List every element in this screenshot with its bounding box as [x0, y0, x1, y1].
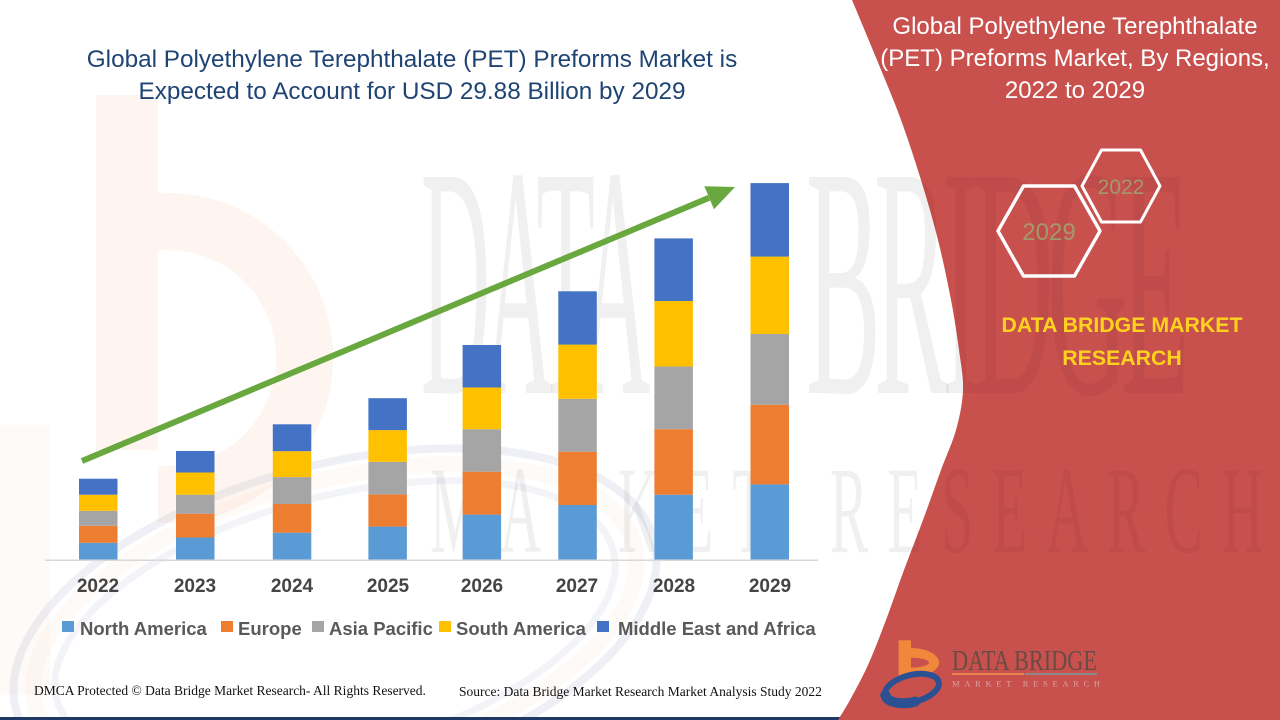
svg-text:DATA: DATA [421, 100, 650, 465]
svg-text:MARKET RESEARCH: MARKET RESEARCH [952, 679, 1105, 689]
svg-text:DATA BRIDGE: DATA BRIDGE [952, 645, 1097, 677]
svg-text:2022: 2022 [1098, 176, 1145, 199]
svg-text:2029: 2029 [1022, 219, 1075, 246]
